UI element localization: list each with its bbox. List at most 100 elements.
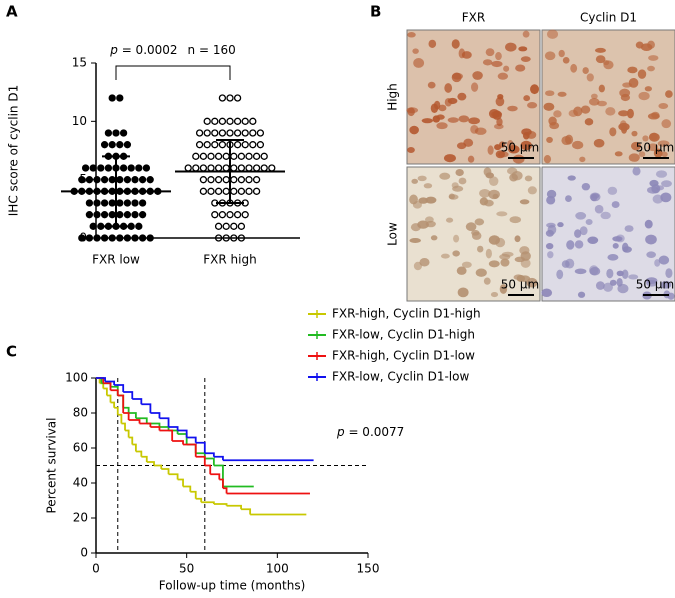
dot bbox=[233, 141, 242, 149]
cell bbox=[427, 81, 436, 89]
dot bbox=[138, 199, 147, 207]
cell bbox=[499, 284, 508, 294]
dot bbox=[226, 211, 234, 219]
survival-step bbox=[195, 441, 206, 454]
dot bbox=[116, 94, 124, 102]
dot bbox=[233, 94, 242, 102]
dot bbox=[192, 152, 200, 160]
survival-step bbox=[135, 450, 143, 457]
dot bbox=[252, 152, 261, 160]
survival-step bbox=[114, 406, 119, 415]
cell bbox=[452, 250, 460, 257]
cell bbox=[620, 93, 631, 102]
cell bbox=[624, 225, 634, 232]
dot bbox=[123, 234, 132, 242]
cell bbox=[657, 140, 670, 147]
cell bbox=[432, 115, 441, 123]
cell bbox=[591, 93, 598, 99]
legend-label: FXR-high, Cyclin D1-low bbox=[332, 349, 475, 363]
cell bbox=[658, 102, 669, 109]
cell bbox=[628, 153, 640, 162]
cell bbox=[406, 107, 419, 114]
dot bbox=[252, 187, 261, 195]
dot bbox=[256, 141, 265, 149]
y-tick-label: 40 bbox=[73, 476, 88, 490]
cell bbox=[546, 222, 556, 228]
dot bbox=[237, 176, 246, 184]
survival-step bbox=[117, 413, 123, 424]
dot bbox=[108, 94, 116, 102]
cell bbox=[628, 274, 639, 280]
cell bbox=[661, 180, 672, 188]
cell bbox=[557, 222, 564, 228]
dot bbox=[222, 222, 230, 230]
column-label: Cyclin D1 bbox=[580, 11, 637, 25]
cell bbox=[457, 92, 467, 101]
cell bbox=[506, 167, 518, 175]
survival-step bbox=[210, 473, 221, 480]
cell bbox=[425, 196, 437, 204]
dot bbox=[81, 164, 90, 172]
cell bbox=[565, 134, 574, 145]
cell bbox=[496, 211, 508, 217]
cell bbox=[425, 216, 434, 223]
dot bbox=[89, 164, 97, 172]
cell bbox=[487, 145, 494, 155]
survival-step bbox=[121, 422, 126, 431]
cell bbox=[630, 141, 642, 151]
cell bbox=[557, 91, 567, 97]
cell bbox=[607, 186, 618, 195]
x-tick-label: 50 bbox=[179, 562, 194, 576]
cell bbox=[467, 155, 475, 163]
cell bbox=[627, 66, 638, 74]
dot bbox=[252, 176, 261, 184]
survival-step bbox=[123, 412, 130, 420]
legend-label: FXR-high, Cyclin D1-high bbox=[332, 307, 481, 321]
cell bbox=[494, 123, 504, 130]
cell bbox=[598, 84, 605, 93]
cell bbox=[482, 59, 493, 66]
cell bbox=[579, 156, 586, 163]
cell bbox=[603, 60, 614, 70]
cell bbox=[581, 182, 591, 191]
cell bbox=[631, 130, 638, 137]
cell bbox=[472, 71, 483, 80]
dot bbox=[207, 164, 215, 172]
cell bbox=[475, 268, 487, 277]
dot bbox=[237, 234, 246, 242]
cell bbox=[543, 102, 555, 111]
survival-step bbox=[106, 394, 112, 403]
survival-step bbox=[123, 391, 134, 399]
dot bbox=[192, 164, 200, 172]
dot bbox=[211, 117, 219, 125]
column-label: FXR bbox=[462, 11, 485, 25]
cell bbox=[577, 291, 586, 298]
cell bbox=[574, 229, 582, 238]
cell bbox=[638, 91, 650, 101]
survival-step bbox=[186, 443, 197, 454]
cell bbox=[541, 288, 553, 297]
cell bbox=[647, 65, 655, 72]
dot bbox=[222, 164, 230, 172]
x-axis-title: Follow-up time (months) bbox=[159, 579, 306, 593]
cell bbox=[584, 118, 594, 126]
legend-label: FXR-low, Cyclin D1-low bbox=[332, 370, 469, 384]
dot bbox=[241, 117, 249, 125]
cell bbox=[501, 251, 514, 257]
cell bbox=[616, 270, 624, 277]
cell bbox=[618, 110, 629, 117]
cell bbox=[413, 58, 425, 68]
dot bbox=[230, 152, 238, 160]
dot bbox=[222, 152, 230, 160]
dot bbox=[245, 187, 253, 195]
cell bbox=[600, 211, 611, 220]
cell bbox=[607, 254, 619, 261]
cell bbox=[494, 144, 502, 151]
text-part: = 0.0077 bbox=[345, 425, 405, 439]
cell bbox=[547, 251, 554, 259]
dot bbox=[78, 176, 86, 184]
dot bbox=[100, 176, 109, 184]
dot bbox=[108, 141, 116, 149]
survival-step bbox=[128, 412, 137, 419]
cell bbox=[575, 211, 587, 220]
